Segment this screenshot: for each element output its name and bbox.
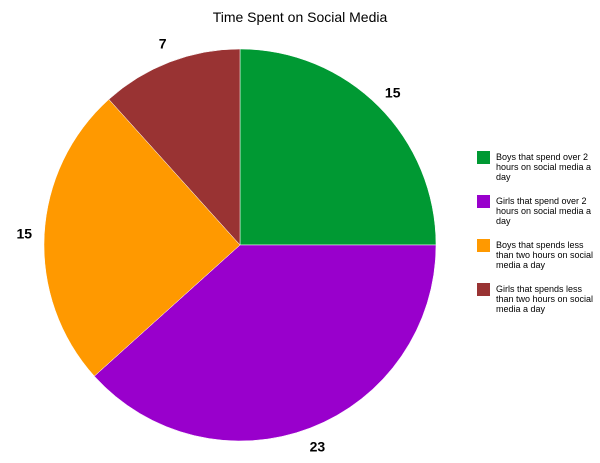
pie-slice-2: [93, 244, 437, 442]
legend-swatch-3: [477, 239, 490, 252]
slice-value-label-1: 15: [385, 84, 401, 100]
legend-label-3: Boys that spends less than two hours on s…: [496, 240, 593, 270]
legend-swatch-2: [477, 195, 490, 208]
legend: Boys that spend over 2 hours on social me…: [477, 151, 593, 314]
pie-slice-4: [108, 48, 241, 246]
legend-label-4: Girls that spends less than two hours on …: [496, 284, 593, 314]
pie-slices: [43, 48, 437, 442]
chart-title: Time Spent on Social Media: [213, 9, 388, 25]
legend-label-1: Boys that spend over 2 hours on social me…: [496, 152, 591, 182]
legend-swatch-4: [477, 283, 490, 296]
slice-labels: 15 23 15 7: [17, 35, 401, 454]
legend-label-2: Girls that spend over 2 hours on social m…: [496, 196, 591, 226]
slice-value-label-3: 15: [17, 226, 33, 242]
pie-slice-1: [239, 48, 437, 246]
slice-value-label-4: 7: [159, 35, 167, 51]
slice-value-label-2: 23: [310, 439, 326, 455]
legend-swatch-1: [477, 151, 490, 164]
pie-slice-3: [43, 98, 241, 377]
